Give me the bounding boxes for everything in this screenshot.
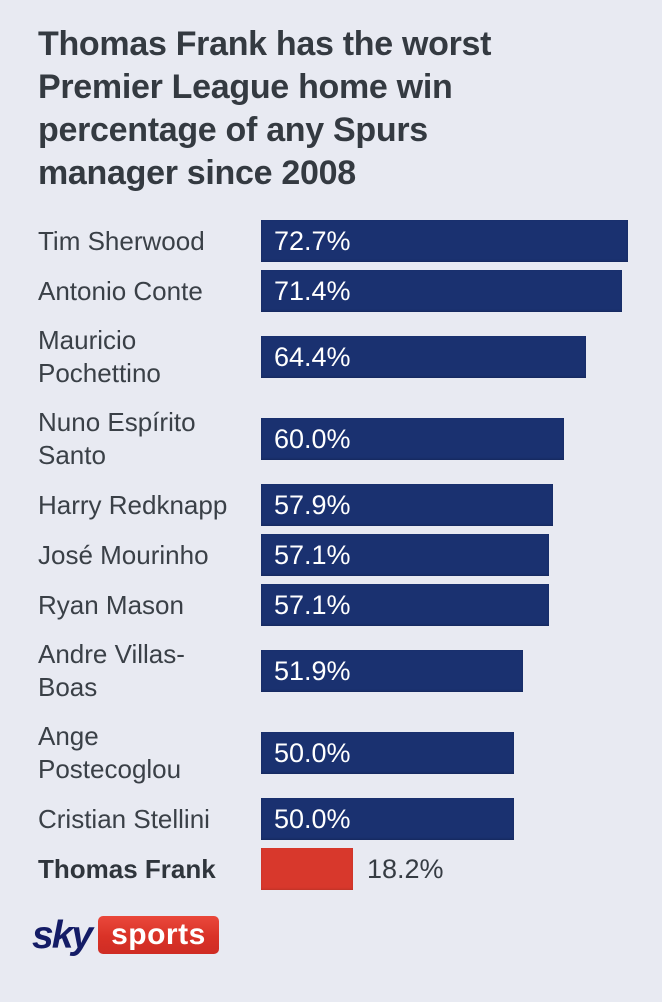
bar-area: 18.2% <box>261 848 638 890</box>
chart-row: Harry Redknapp 57.9% <box>38 480 638 530</box>
chart-row: Antonio Conte 71.4% <box>38 266 638 316</box>
chart-row: Andre Villas- Boas 51.9% <box>38 630 638 712</box>
manager-label: Cristian Stellini <box>38 803 261 836</box>
value-label: 60.0% <box>274 423 351 454</box>
chart-row: Ange Postecoglou 50.0% <box>38 712 638 794</box>
value-label: 72.7% <box>274 225 351 256</box>
value-label: 57.9% <box>274 489 351 520</box>
chart-row: José Mourinho 57.1% <box>38 530 638 580</box>
manager-label-line: Ryan Mason <box>38 589 184 620</box>
manager-label-line: José Mourinho <box>38 539 209 570</box>
manager-label: Ryan Mason <box>38 589 261 622</box>
value-bar: 57.1% <box>261 534 549 576</box>
manager-label-line: Nuno Espírito <box>38 407 196 437</box>
value-label: 64.4% <box>274 341 351 372</box>
chart-row: Cristian Stellini 50.0% <box>38 794 638 844</box>
manager-label: Antonio Conte <box>38 275 261 308</box>
manager-label-line: Boas <box>38 672 98 702</box>
chart-title-line-4: manager since 2008 <box>38 154 356 192</box>
manager-label: Tim Sherwood <box>38 225 261 258</box>
value-bar: 71.4% <box>261 270 622 312</box>
manager-label-line: Antonio Conte <box>38 275 203 306</box>
manager-label: Ange Postecoglou <box>38 720 261 786</box>
bar-chart: Tim Sherwood 72.7% Antonio Conte 71.4% Mauri… <box>38 216 638 894</box>
manager-label-line: Pochettino <box>38 358 161 388</box>
bar-area: 50.0% <box>261 798 638 840</box>
value-bar: 50.0% <box>261 798 514 840</box>
manager-label-line: Thomas Frank <box>38 853 216 884</box>
bar-area: 72.7% <box>261 220 638 262</box>
sports-badge: sports <box>98 916 219 954</box>
manager-label: Harry Redknapp <box>38 489 261 522</box>
value-bar: 72.7% <box>261 220 628 262</box>
chart-row: Nuno Espírito Santo 60.0% <box>38 398 638 480</box>
value-bar: 51.9% <box>261 650 523 692</box>
chart-title-line-3: percentage of any Spurs <box>38 111 428 149</box>
value-bar: 57.1% <box>261 584 549 626</box>
value-label: 51.9% <box>274 655 351 686</box>
chart-row: Thomas Frank 18.2% <box>38 844 638 894</box>
chart-row: Ryan Mason 57.1% <box>38 580 638 630</box>
manager-label: Nuno Espírito Santo <box>38 406 261 472</box>
bar-area: 57.1% <box>261 584 638 626</box>
manager-label-line: Postecoglou <box>38 754 182 784</box>
chart-row: Tim Sherwood 72.7% <box>38 216 638 266</box>
manager-label-line: Harry Redknapp <box>38 489 228 520</box>
value-bar: 57.9% <box>261 484 553 526</box>
manager-label-line: Ange <box>38 721 99 751</box>
sky-sports-logo: sky sports <box>32 914 219 956</box>
manager-label: Andre Villas- Boas <box>38 638 261 704</box>
bar-area: 57.9% <box>261 484 638 526</box>
value-label: 57.1% <box>274 589 351 620</box>
value-label: 71.4% <box>274 275 351 306</box>
manager-label: Mauricio Pochettino <box>38 324 261 390</box>
bar-area: 50.0% <box>261 732 638 774</box>
value-label: 57.1% <box>274 539 351 570</box>
value-bar: 60.0% <box>261 418 564 460</box>
manager-label-line: Tim Sherwood <box>38 225 205 256</box>
value-label: 18.2% <box>367 853 444 884</box>
bar-area: 51.9% <box>261 650 638 692</box>
bar-area: 71.4% <box>261 270 638 312</box>
chart-title-line-2: Premier League home win <box>38 68 453 106</box>
highlight-bar <box>261 848 353 890</box>
value-bar: 64.4% <box>261 336 586 378</box>
manager-label-line: Mauricio <box>38 325 137 355</box>
value-label: 50.0% <box>274 737 351 768</box>
manager-label-line: Andre Villas- <box>38 639 185 669</box>
manager-label: Thomas Frank <box>38 853 261 886</box>
chart-row: Mauricio Pochettino 64.4% <box>38 316 638 398</box>
value-bar: 50.0% <box>261 732 514 774</box>
bar-area: 64.4% <box>261 336 638 378</box>
bar-area: 57.1% <box>261 534 638 576</box>
manager-label: José Mourinho <box>38 539 261 572</box>
chart-title-line-1: Thomas Frank has the worst <box>38 25 492 63</box>
sports-wordmark: sports <box>111 918 206 951</box>
value-label: 50.0% <box>274 803 351 834</box>
manager-label-line: Santo <box>38 440 106 470</box>
manager-label-line: Cristian Stellini <box>38 803 210 834</box>
bar-area: 60.0% <box>261 418 638 460</box>
sky-wordmark: sky <box>32 913 93 957</box>
chart-title: Thomas Frank has the worst Premier Leagu… <box>38 23 638 195</box>
